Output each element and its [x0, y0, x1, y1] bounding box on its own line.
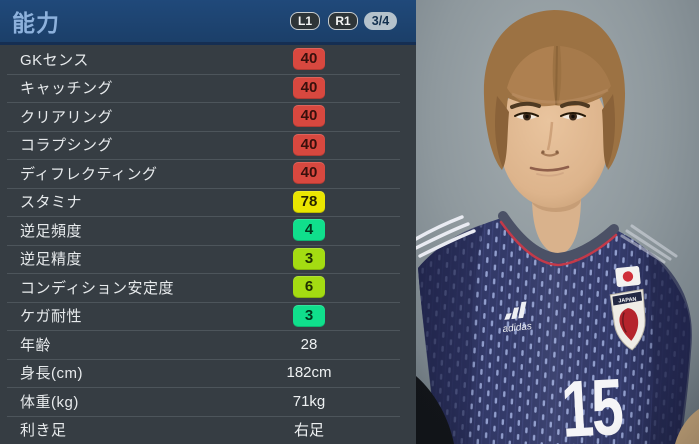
- stat-label: スタミナ: [20, 194, 83, 212]
- stat-label: GKセンス: [20, 51, 89, 69]
- stat-value-wrap: 28: [257, 330, 361, 359]
- stat-value: 右足: [293, 422, 324, 440]
- stat-value-wrap: 71kg: [257, 387, 361, 416]
- stat-label: クリアリング: [20, 108, 114, 126]
- stat-row: 利き足 右足: [0, 415, 416, 444]
- stat-value-wrap: 40: [257, 159, 361, 188]
- stat-value: 28: [300, 335, 318, 353]
- player-photo: adidas JAPAN 15: [416, 0, 699, 444]
- stat-label: 利き足: [20, 422, 67, 440]
- stat-value: 4: [293, 219, 325, 242]
- stat-label: 身長(cm): [20, 365, 83, 383]
- stat-value-wrap: 40: [257, 102, 361, 131]
- stat-value: 182cm: [286, 364, 332, 382]
- stat-label: ケガ耐性: [20, 308, 83, 326]
- stat-row: コラプシング 40: [0, 130, 416, 160]
- stat-row: 体重(kg) 71kg: [0, 387, 416, 416]
- page-indicator: 3/4: [364, 12, 397, 30]
- stat-value-wrap: 3: [257, 302, 361, 331]
- prev-page-button[interactable]: L1: [290, 12, 320, 30]
- stat-value: 40: [293, 105, 325, 128]
- stat-row: スタミナ 78: [0, 187, 416, 217]
- stat-row: ケガ耐性 3: [0, 301, 416, 331]
- stat-row: 逆足精度 3: [0, 244, 416, 274]
- stat-value: 40: [293, 133, 325, 156]
- stat-value: 3: [293, 304, 325, 327]
- stat-label: コンディション安定度: [20, 279, 174, 297]
- next-page-button[interactable]: R1: [328, 12, 358, 30]
- stat-value: 3: [293, 247, 325, 270]
- stat-label: コラプシング: [20, 137, 114, 155]
- stat-label: 逆足頻度: [20, 222, 83, 240]
- player-portrait: adidas JAPAN 15: [416, 0, 699, 444]
- stat-row: ディフレクティング 40: [0, 159, 416, 188]
- stat-value-wrap: 40: [257, 131, 361, 160]
- stat-row: 逆足頻度 4: [0, 216, 416, 245]
- photo-vignette: [416, 0, 699, 444]
- stat-value: 78: [293, 190, 325, 213]
- stat-value-wrap: 右足: [257, 416, 361, 444]
- stat-value: 6: [293, 276, 325, 299]
- stats-list: GKセンス 40 キャッチング 40 クリアリング 40 コラプシング 40: [0, 45, 416, 444]
- stat-row: キャッチング 40: [0, 73, 416, 103]
- stat-value-wrap: 40: [257, 45, 361, 74]
- stats-panel: 能力 L1 R1 3/4 GKセンス 40 キャッチング 40 クリアリング 4…: [0, 0, 416, 444]
- stat-row: 年齢 28: [0, 330, 416, 359]
- stat-row: クリアリング 40: [0, 102, 416, 131]
- stat-value-wrap: 6: [257, 273, 361, 302]
- stat-label: 逆足精度: [20, 251, 83, 269]
- stat-value: 40: [293, 162, 325, 185]
- stat-label: キャッチング: [20, 80, 114, 98]
- stat-row: 身長(cm) 182cm: [0, 358, 416, 388]
- stat-value: 40: [293, 76, 325, 99]
- stat-label: ディフレクティング: [20, 165, 158, 183]
- stat-value: 40: [293, 48, 325, 71]
- stat-value-wrap: 78: [257, 188, 361, 217]
- stat-label: 年齢: [20, 336, 52, 354]
- stat-row: コンディション安定度 6: [0, 273, 416, 302]
- stat-value-wrap: 4: [257, 216, 361, 245]
- stat-value-wrap: 182cm: [257, 359, 361, 388]
- header-buttons: L1 R1 3/4: [290, 0, 397, 42]
- stat-value: 71kg: [292, 392, 326, 410]
- page-title: 能力: [12, 10, 60, 36]
- stat-label: 体重(kg): [20, 393, 79, 411]
- stat-value-wrap: 3: [257, 245, 361, 274]
- panel-header: 能力 L1 R1 3/4: [0, 0, 416, 45]
- stat-row: GKセンス 40: [0, 45, 416, 74]
- stat-value-wrap: 40: [257, 74, 361, 103]
